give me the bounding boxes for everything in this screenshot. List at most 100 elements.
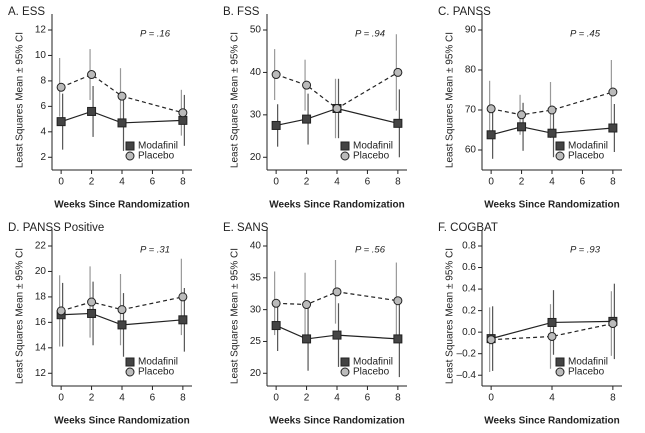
- series-line: [60, 296, 183, 312]
- marker: [608, 87, 618, 97]
- marker: [117, 91, 127, 101]
- x-tick-label: 8: [395, 177, 401, 188]
- legend-label: Modafinil: [568, 141, 608, 152]
- marker: [178, 108, 188, 118]
- marker: [271, 321, 281, 331]
- marker: [486, 104, 496, 114]
- y-axis-label: Least Squares Mean ± 95% CI: [445, 248, 456, 384]
- x-axis-label: Weeks Since Randomization: [269, 416, 404, 427]
- y-tick-label: 40: [250, 241, 262, 252]
- series-line: [490, 126, 613, 136]
- marker: [56, 306, 66, 316]
- y-tick-label: 0.2: [462, 305, 476, 316]
- y-tick-label: 30: [250, 304, 262, 315]
- legend-label: Placebo: [568, 151, 605, 162]
- panel: D. PANSS Positive P = .31 12 14 16 18 20 22 0 2 4 6…: [8, 222, 192, 427]
- marker: [56, 82, 66, 92]
- x-tick-label: 4: [549, 393, 555, 404]
- legend-swatch: [555, 357, 565, 367]
- y-tick-label: 70: [465, 105, 477, 116]
- y-tick-label: 35: [250, 272, 262, 283]
- x-tick-label: 6: [580, 177, 586, 188]
- panel-title: C. PANSS: [438, 6, 491, 18]
- y-tick-label: 30: [250, 109, 262, 120]
- legend-swatch: [125, 357, 135, 367]
- marker: [393, 67, 403, 77]
- panel-title: D. PANSS Positive: [8, 222, 104, 234]
- x-tick-label: 6: [150, 393, 156, 404]
- x-axis-label: Weeks Since Randomization: [484, 200, 619, 211]
- panel: F. COGBAT P = .93 –0.4 –0.2 0.0 0.2 0.4 0.6 0.8 0…: [438, 222, 622, 427]
- y-axis-label: Least Squares Mean ± 95% CI: [445, 32, 456, 168]
- marker: [302, 114, 312, 124]
- y-tick-label: 0.4: [462, 284, 476, 295]
- marker: [87, 106, 97, 116]
- y-tick-label: 20: [250, 152, 262, 163]
- x-tick-label: 0: [488, 177, 494, 188]
- x-tick-label: 2: [89, 177, 95, 188]
- marker: [608, 123, 618, 133]
- x-axis-label: Weeks Since Randomization: [269, 200, 404, 211]
- marker: [332, 330, 342, 340]
- x-tick-label: 8: [180, 393, 186, 404]
- marker: [271, 298, 281, 308]
- legend-swatch: [555, 151, 565, 161]
- marker: [87, 70, 97, 80]
- y-tick-label: 0.8: [462, 241, 476, 252]
- legend-label: Modafinil: [353, 357, 393, 368]
- series-line: [276, 291, 398, 306]
- x-tick-label: 2: [304, 393, 310, 404]
- y-tick-label: 22: [35, 241, 47, 252]
- legend-label: Modafinil: [353, 141, 393, 152]
- legend-label: Modafinil: [568, 357, 608, 368]
- y-tick-label: 0.6: [462, 262, 476, 273]
- marker: [332, 103, 342, 113]
- marker: [517, 122, 527, 132]
- legend-swatch: [340, 357, 350, 367]
- y-tick-label: 40: [250, 67, 262, 78]
- panel-title: B. FSS: [223, 6, 260, 18]
- marker: [608, 319, 618, 329]
- marker: [117, 118, 127, 128]
- x-tick-label: 2: [519, 177, 525, 188]
- x-tick-label: 6: [150, 177, 156, 188]
- y-axis-label: Least Squares Mean ± 95% CI: [230, 248, 241, 384]
- x-tick-label: 2: [89, 393, 95, 404]
- x-tick-label: 4: [334, 393, 340, 404]
- x-tick-label: 4: [119, 177, 125, 188]
- y-tick-label: 8: [40, 76, 46, 87]
- legend-swatch: [340, 367, 350, 377]
- marker: [332, 287, 342, 297]
- legend-swatch: [340, 151, 350, 161]
- marker: [486, 335, 496, 345]
- marker: [87, 308, 97, 318]
- marker: [87, 297, 97, 307]
- legend-label: Placebo: [353, 367, 390, 378]
- x-tick-label: 0: [58, 177, 64, 188]
- p-value: P = .93: [570, 245, 601, 256]
- x-tick-label: 6: [365, 177, 371, 188]
- y-tick-label: 12: [35, 25, 47, 36]
- marker: [393, 296, 403, 306]
- p-value: P = .16: [140, 29, 171, 40]
- marker: [547, 331, 557, 341]
- marker: [56, 117, 66, 127]
- x-tick-label: 4: [549, 177, 555, 188]
- marker: [178, 115, 188, 125]
- panel-title: A. ESS: [8, 6, 45, 18]
- x-tick-label: 8: [610, 177, 616, 188]
- series-line: [60, 110, 183, 124]
- x-tick-label: 0: [273, 177, 279, 188]
- marker: [302, 80, 312, 90]
- legend-label: Placebo: [138, 367, 175, 378]
- marker: [117, 320, 127, 330]
- x-tick-label: 6: [365, 393, 371, 404]
- series-line: [275, 324, 398, 340]
- legend-label: Modafinil: [138, 357, 178, 368]
- p-value: P = .56: [355, 245, 386, 256]
- marker: [517, 110, 527, 120]
- panel: E. SANS P = .56 20 25 30 35 40 0 2 4 6 8 Weeks Since…: [223, 222, 407, 427]
- x-tick-label: 0: [488, 393, 494, 404]
